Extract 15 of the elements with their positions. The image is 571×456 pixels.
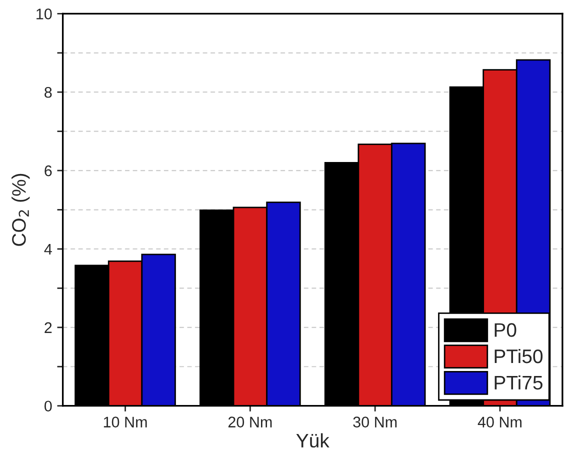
legend-label: P0 [494,323,516,337]
x-tick-label: 30 Nm [353,416,397,428]
y-tick-label: 6 [44,165,52,176]
x-tick-label: 20 Nm [228,416,272,428]
y-tick-label: 10 [36,8,52,20]
x-tick-label: 40 Nm [478,416,522,428]
x-axis-title: Yük [296,433,330,448]
y-axis-title: CO$_{2}$ (%) [12,174,30,246]
y-tick-label: 2 [44,322,52,333]
y-tick-label: 4 [44,244,52,255]
y-tick-label: 0 [44,400,52,412]
legend-label: PTi50 [494,348,543,364]
y-tick-label: 8 [44,86,52,98]
legend-label: PTi75 [494,375,542,390]
x-tick-label: 10 Nm [104,416,147,428]
